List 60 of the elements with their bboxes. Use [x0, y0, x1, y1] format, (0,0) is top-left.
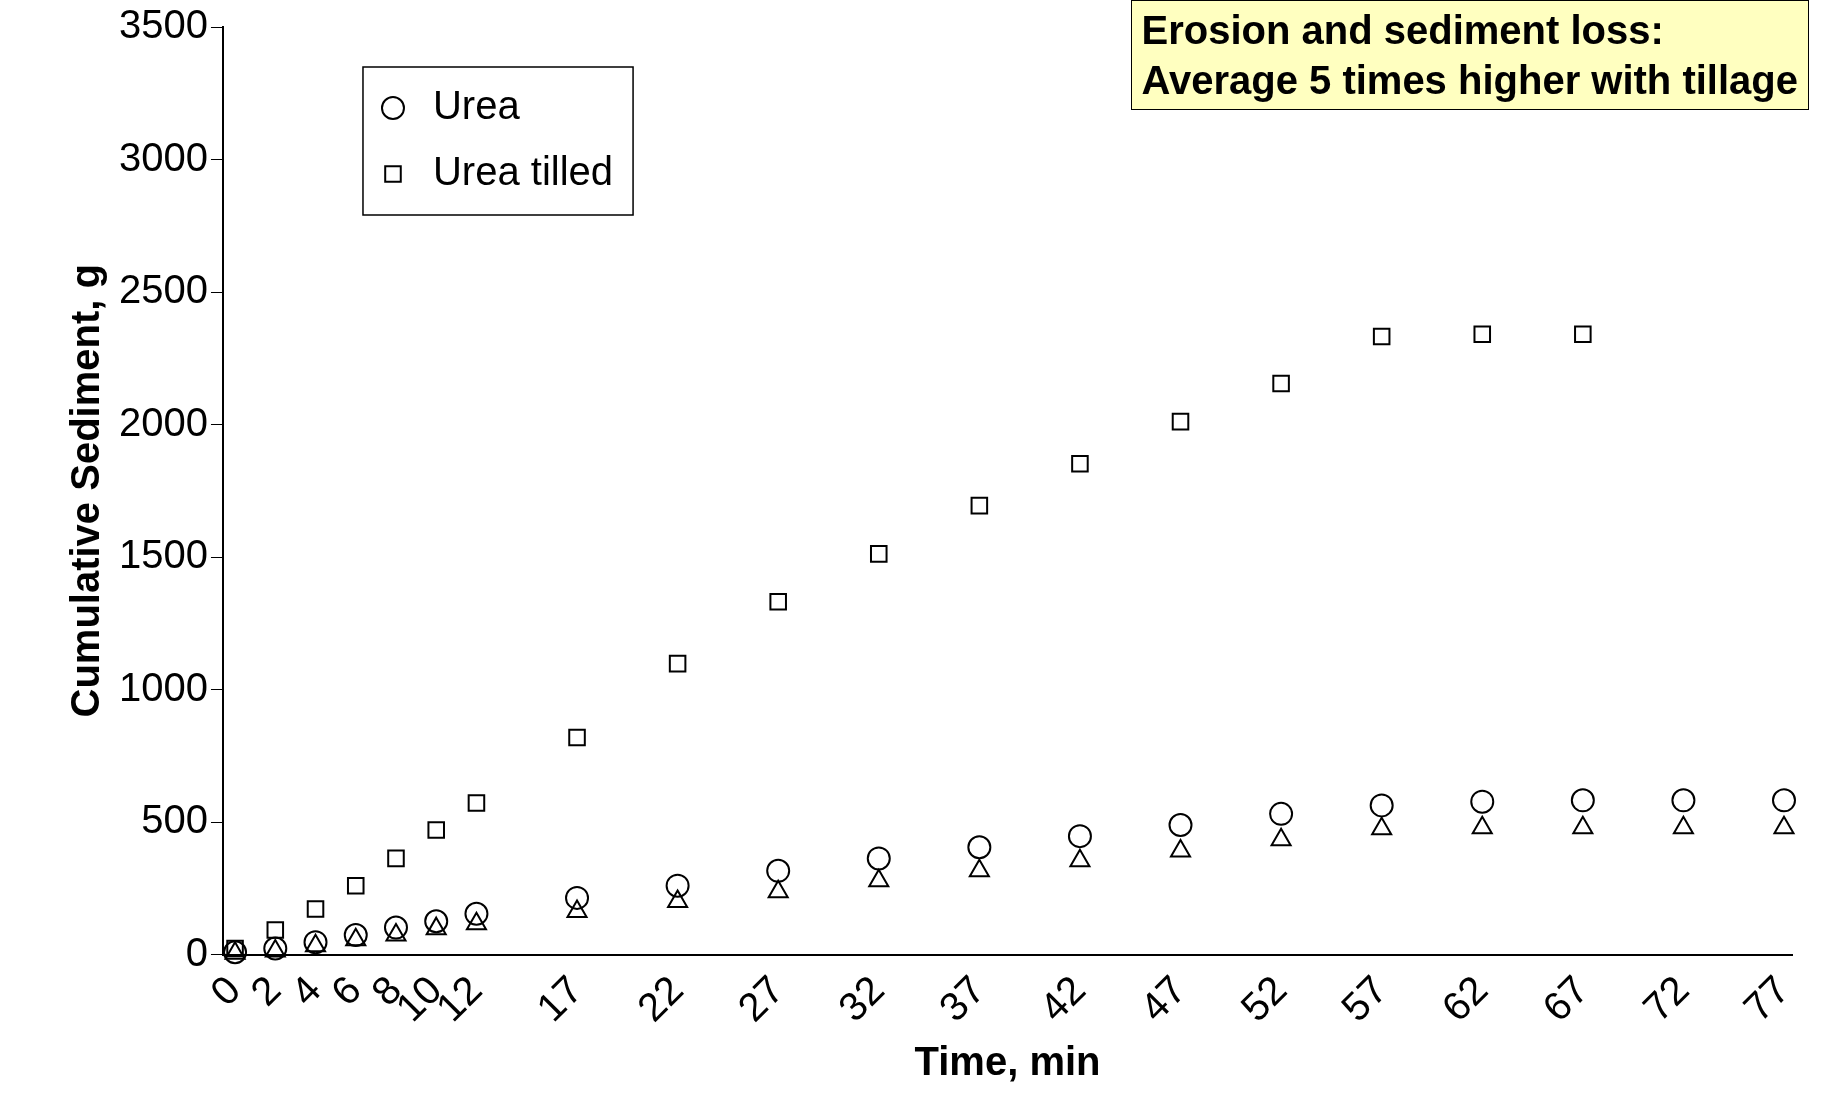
point: [427, 821, 445, 839]
point: [766, 858, 791, 883]
point: [306, 900, 325, 918]
point: [343, 922, 368, 947]
point: [1372, 327, 1391, 346]
legend-label: Urea tilled: [432, 149, 614, 194]
point: [665, 873, 690, 898]
y-tick-label: 3500: [119, 2, 208, 47]
legend-label: Urea: [432, 83, 521, 128]
point: [266, 921, 285, 939]
point: [346, 876, 365, 895]
point: [866, 846, 891, 871]
x-tick-label: 22: [628, 966, 692, 1030]
x-tick-label: 27: [729, 966, 792, 1030]
x-tick-label: 67: [1533, 966, 1597, 1030]
point: [869, 545, 888, 563]
point: [1067, 824, 1092, 849]
point: [1272, 374, 1290, 393]
x-tick-label: 52: [1231, 966, 1295, 1030]
point: [1071, 454, 1089, 473]
x-tick-label: 37: [930, 966, 993, 1030]
point: [1171, 412, 1190, 431]
x-tick-label: 17: [527, 966, 591, 1030]
point: [1269, 801, 1294, 826]
point: [1369, 793, 1394, 818]
point: [769, 593, 787, 611]
y-tick-label: 3000: [119, 134, 208, 179]
y-tick-label: 500: [141, 797, 208, 842]
point: [668, 654, 687, 673]
x-tick-label: 57: [1332, 966, 1396, 1030]
y-tick-label: 2500: [119, 267, 208, 312]
point: [223, 940, 248, 965]
point: [967, 835, 992, 860]
x-axis-title: Time, min: [914, 1039, 1101, 1084]
x-tick-label: 77: [1734, 966, 1798, 1030]
point: [424, 909, 449, 934]
point: [464, 901, 489, 926]
point: [1570, 788, 1595, 813]
x-tick-label: 62: [1433, 966, 1496, 1030]
point: [1168, 813, 1193, 837]
x-tick-label: 42: [1030, 966, 1094, 1030]
annotation: Erosion and sediment loss: Average 5 times higher with tillage: [1141, 7, 1798, 104]
point: [1574, 325, 1592, 343]
point: [1473, 325, 1492, 343]
x-tick-label: 32: [829, 966, 893, 1030]
point: [568, 728, 586, 747]
point: [1671, 788, 1696, 813]
point: [383, 915, 408, 940]
point: [467, 794, 486, 812]
point: [565, 885, 590, 910]
y-tick-label: 2000: [119, 399, 208, 444]
point: [387, 849, 405, 868]
x-tick-label: 72: [1634, 966, 1697, 1030]
y-tick-label: 1000: [119, 664, 208, 709]
y-axis-title: Cumulative Sediment, g: [63, 264, 108, 718]
point: [1771, 788, 1796, 813]
y-tick-label: 1500: [119, 532, 208, 577]
x-tick-label: 47: [1131, 966, 1194, 1030]
point: [970, 496, 989, 515]
point: [1470, 789, 1495, 814]
